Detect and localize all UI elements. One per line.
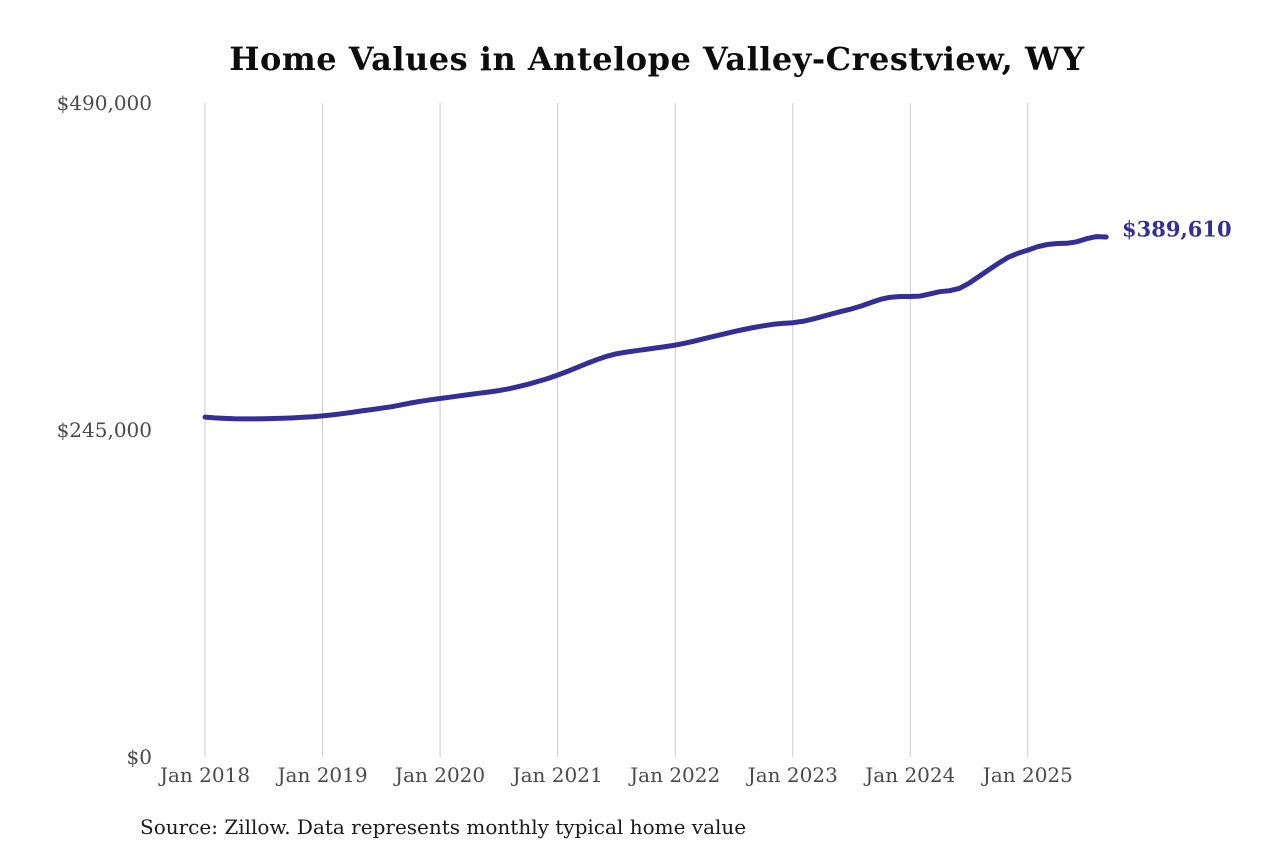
x-tick-label: Jan 2022 xyxy=(630,763,721,787)
x-tick-label: Jan 2023 xyxy=(747,763,838,787)
y-tick-label: $490,000 xyxy=(56,91,152,115)
x-tick-label: Jan 2019 xyxy=(277,763,368,787)
y-tick-label: $245,000 xyxy=(56,418,152,442)
source-note: Source: Zillow. Data represents monthly … xyxy=(140,815,747,839)
year-gridlines xyxy=(204,103,1029,757)
y-tick-label: $0 xyxy=(126,745,152,769)
home-value-trend-line xyxy=(202,234,1109,422)
x-tick-label: Jan 2021 xyxy=(512,763,603,787)
x-tick-label: Jan 2025 xyxy=(982,763,1073,787)
chart-title: Home Values in Antelope Valley-Crestview… xyxy=(229,40,1085,78)
x-tick-label: Jan 2020 xyxy=(395,763,486,787)
x-tick-label: Jan 2024 xyxy=(865,763,956,787)
x-tick-label: Jan 2018 xyxy=(159,763,251,787)
current-value-label: $389,610 xyxy=(1122,216,1232,242)
